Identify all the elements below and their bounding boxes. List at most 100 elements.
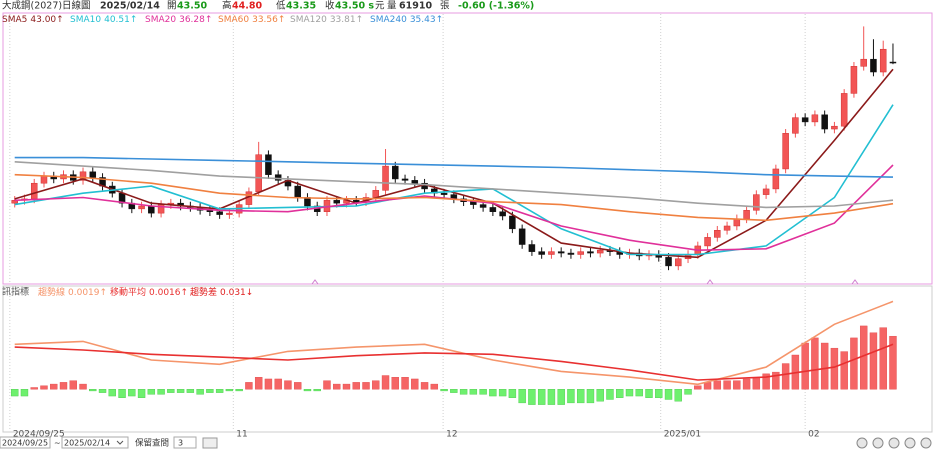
bar: [616, 389, 624, 398]
bar: [459, 389, 468, 395]
candle-body: [148, 205, 155, 214]
bar: [557, 389, 565, 405]
line: [14, 343, 894, 381]
candle-body: [79, 171, 87, 181]
icon-button[interactable]: [872, 437, 884, 449]
bar: [235, 389, 243, 392]
bar: [742, 378, 751, 390]
icon-button[interactable]: [904, 437, 916, 449]
legend-entry: SMA240 35.43↑: [370, 15, 443, 25]
end-date: 2025/02/14: [64, 439, 110, 448]
candle-body: [538, 251, 545, 255]
bar: [215, 389, 224, 393]
legend-value: 35.43↑: [410, 15, 443, 25]
bar: [820, 342, 829, 390]
candle-body: [138, 205, 145, 210]
legend-entry: 趨勢線 0.0019↑: [38, 286, 107, 298]
candle-body: [40, 175, 48, 184]
x-tick-label: 2024/09/25: [13, 430, 65, 440]
icon-button[interactable]: [888, 437, 900, 449]
candle-body: [470, 201, 477, 205]
legend-name: 趨勢線: [38, 286, 65, 298]
line: [14, 173, 894, 222]
candle-body: [489, 207, 497, 212]
bar: [801, 342, 809, 390]
button[interactable]: [202, 437, 218, 449]
bar: [391, 377, 399, 390]
bar: [762, 373, 770, 390]
bar: [733, 380, 741, 390]
bar: [586, 389, 595, 404]
bar: [781, 363, 790, 390]
bar: [420, 382, 429, 390]
candle-body: [743, 210, 750, 220]
quote-value: 43.50: [177, 1, 207, 12]
toolbar: 2024/09/25 ~ 2025/02/14 保留查間 3: [0, 436, 932, 449]
bar: [840, 351, 848, 390]
panel-title: 訊指標: [2, 286, 29, 298]
start-input[interactable]: [0, 436, 51, 449]
unit: 元: [375, 1, 385, 12]
end-input[interactable]: [61, 436, 129, 449]
legend-entry: SMA5 43.00↑: [2, 15, 64, 25]
candle-body: [265, 154, 272, 175]
bar: [40, 385, 48, 390]
icon-button[interactable]: [856, 437, 868, 449]
separator: ~: [54, 439, 61, 448]
candle-body: [557, 251, 565, 254]
bar: [723, 380, 731, 390]
bar: [108, 389, 116, 397]
bar: [30, 387, 38, 390]
candle-body: [772, 168, 780, 190]
bar: [830, 347, 839, 390]
candle-body: [226, 212, 233, 215]
bar: [489, 389, 497, 397]
candle-body: [382, 165, 389, 191]
candle-body: [860, 58, 867, 67]
volume-label: 量: [387, 1, 397, 12]
quote-value: 44.80: [232, 1, 262, 12]
candle-body: [372, 190, 380, 198]
bar: [567, 389, 575, 404]
bar: [313, 389, 321, 392]
bar: [401, 377, 409, 390]
candle-body: [294, 185, 301, 198]
bar: [440, 389, 448, 392]
bar: [528, 389, 536, 405]
bar: [79, 383, 87, 390]
candle-body: [704, 237, 711, 247]
candle-body: [216, 211, 223, 215]
candle-body: [801, 117, 809, 123]
quote-label: 收: [325, 0, 335, 12]
legend-name: 移動平均: [110, 286, 146, 298]
marker: [311, 279, 859, 285]
keep-input[interactable]: [173, 436, 197, 449]
candle-body: [762, 188, 770, 195]
legend-entry: SMA60 33.56↑: [218, 15, 285, 25]
legend-value: 43.00↑: [30, 15, 63, 25]
candle-body: [567, 252, 575, 255]
bar: [450, 389, 458, 393]
bar: [284, 380, 292, 390]
bar: [118, 389, 126, 398]
candle-body: [596, 249, 604, 254]
legend-name: SMA120: [290, 15, 327, 25]
bar: [498, 389, 507, 397]
bar: [635, 389, 643, 397]
legend-value: 33.56↑: [252, 15, 285, 25]
legend-value: 33.81↑: [330, 15, 363, 25]
legend-entry: 移動平均 0.0016↑: [110, 286, 188, 298]
bar: [606, 389, 614, 400]
bar: [254, 377, 263, 390]
candle-body: [401, 178, 409, 181]
candle-body: [392, 165, 399, 180]
bar: [430, 383, 439, 390]
bar: [206, 389, 214, 393]
bar: [811, 337, 819, 390]
bar: [372, 380, 380, 390]
icon-button[interactable]: [920, 437, 932, 449]
bar: [694, 385, 702, 390]
bar: [655, 389, 663, 398]
candle-body: [274, 174, 282, 181]
candle-body: [577, 251, 584, 255]
